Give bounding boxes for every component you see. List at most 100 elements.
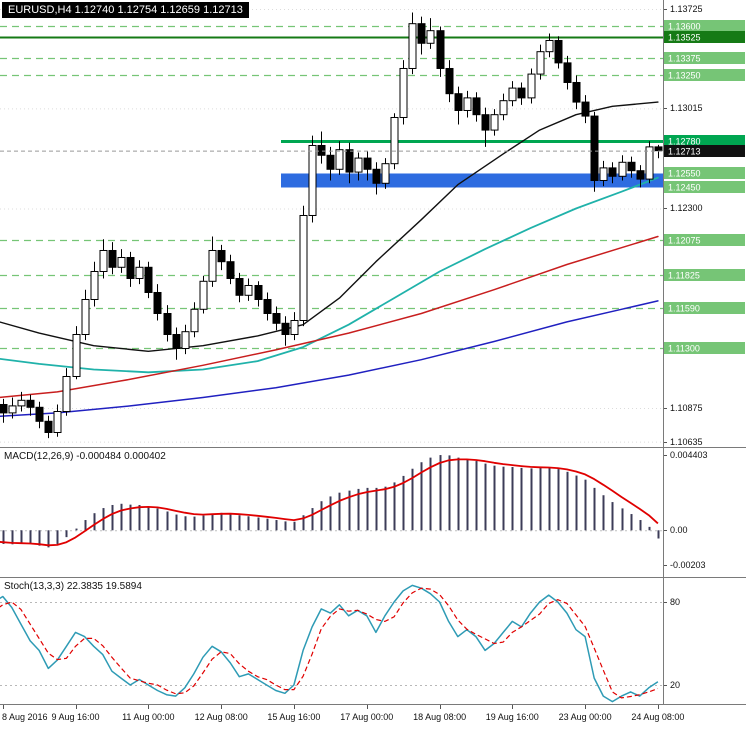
candle — [627, 156, 636, 178]
candle — [181, 324, 190, 355]
price-level-badge — [664, 52, 745, 64]
candle — [581, 95, 590, 124]
candle — [399, 60, 408, 125]
candle — [599, 160, 608, 187]
stoch-panel — [0, 584, 663, 703]
stoch-k-line — [0, 584, 659, 703]
candle — [517, 82, 526, 105]
candle — [472, 92, 481, 122]
candle — [81, 289, 90, 341]
candle — [326, 146, 335, 181]
candle — [527, 68, 536, 104]
candle — [545, 33, 554, 58]
candle — [226, 254, 235, 285]
price-scale-label: 1.10875 — [670, 403, 703, 413]
time-label: 24 Aug 08:00 — [631, 712, 684, 722]
candle — [26, 394, 35, 416]
candle — [463, 90, 472, 118]
candle — [390, 113, 399, 170]
candle — [618, 155, 627, 181]
ma-blue-line — [0, 300, 659, 417]
price-level-badge-text: 1.13525 — [668, 33, 701, 43]
price-scale-label: 1.12300 — [670, 203, 703, 213]
current-price-badge-text: 1.12713 — [668, 147, 701, 157]
candle — [372, 162, 381, 195]
candle — [117, 249, 126, 273]
candle — [53, 404, 62, 437]
candle — [636, 165, 645, 188]
candle — [563, 55, 572, 90]
candle — [481, 107, 490, 147]
stoch-panel-area[interactable] — [0, 578, 663, 704]
candle — [490, 109, 499, 136]
price-scale-area[interactable] — [663, 0, 746, 705]
price-level-badge — [664, 135, 745, 147]
candle — [208, 236, 217, 287]
candle — [426, 18, 435, 49]
candle — [90, 261, 99, 307]
candlestick-series — [0, 12, 663, 439]
macd-panel-area[interactable] — [0, 448, 663, 577]
price-level-badge-text: 1.12450 — [668, 183, 701, 193]
stoch-scale-label: 20 — [670, 680, 680, 690]
candle — [44, 415, 53, 439]
candle — [254, 281, 263, 307]
candle — [199, 275, 208, 314]
candle — [153, 284, 162, 321]
price-level-badge — [664, 342, 745, 354]
candle — [499, 93, 508, 121]
price-level-badge — [664, 269, 745, 281]
candle — [144, 261, 153, 299]
candle — [608, 162, 617, 184]
macd-scale-label: 0.004403 — [670, 450, 708, 460]
time-label: 23 Aug 00:00 — [559, 712, 612, 722]
candle — [99, 239, 108, 279]
price-level-badge — [664, 167, 745, 179]
main-chart-area[interactable] — [0, 0, 663, 447]
candle — [0, 398, 8, 423]
candle — [263, 292, 272, 321]
time-label: 9 Aug 16:00 — [51, 712, 99, 722]
candle — [536, 44, 545, 80]
candle — [72, 326, 81, 380]
price-level-badge-text: 1.12550 — [668, 169, 701, 179]
price-level-badge-text: 1.12075 — [668, 236, 701, 246]
stoch-d-line — [0, 587, 659, 699]
price-level-badge — [664, 69, 745, 81]
time-axis-area[interactable] — [0, 705, 746, 731]
candle — [35, 401, 44, 429]
candle — [217, 244, 226, 271]
candle — [163, 305, 172, 342]
time-label: 19 Aug 16:00 — [486, 712, 539, 722]
price-scale-label: 1.10635 — [670, 437, 703, 447]
candle — [235, 272, 244, 303]
candle — [272, 306, 281, 331]
main-price-panel — [0, 8, 663, 443]
price-level-badge-text: 1.11825 — [668, 271, 700, 281]
price-level-badge-text: 1.13375 — [668, 54, 701, 64]
candle — [308, 135, 317, 223]
candle — [345, 142, 354, 184]
time-label: 8 Aug 2016 — [2, 712, 48, 722]
stoch-indicator-label: Stoch(13,3,3) 22.3835 19.5894 — [4, 581, 142, 592]
time-label: 11 Aug 00:00 — [122, 712, 174, 722]
candle — [454, 86, 463, 125]
candle — [590, 111, 599, 192]
candle — [363, 151, 372, 181]
time-label: 18 Aug 08:00 — [413, 712, 466, 722]
price-scale-label: 1.13725 — [670, 4, 703, 14]
price-level-badge — [664, 181, 745, 193]
candle — [190, 302, 199, 338]
price-level-badge-text: 1.11590 — [668, 304, 700, 314]
ma-teal-line — [0, 176, 659, 374]
candle — [417, 16, 426, 55]
candle — [108, 242, 117, 275]
candle — [645, 141, 654, 184]
candle — [135, 260, 144, 285]
candle — [17, 391, 26, 412]
candle — [172, 327, 181, 360]
price-scale-label: 1.13015 — [670, 103, 703, 113]
